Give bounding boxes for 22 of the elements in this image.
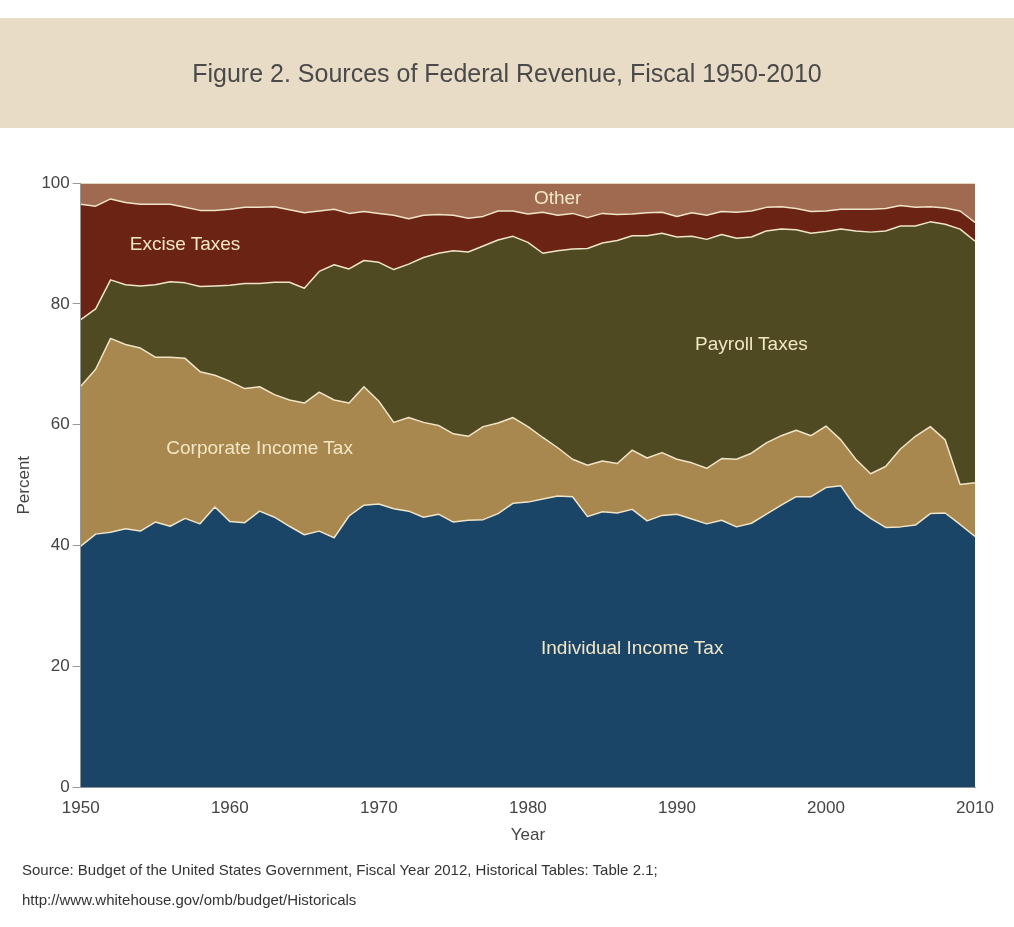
y-tick-label: 40 [50, 535, 70, 555]
series-label: Corporate Income Tax [166, 437, 354, 459]
y-tick-label: 100 [41, 172, 70, 192]
x-tick-label: 1970 [359, 798, 398, 818]
y-tick-label: 0 [60, 776, 70, 796]
x-tick-label: 1960 [210, 798, 249, 818]
x-tick-label: 1950 [61, 798, 100, 818]
x-tick-label: 2000 [807, 798, 845, 818]
series-label: Payroll Taxes [695, 333, 808, 355]
chart-title: Figure 2. Sources of Federal Revenue, Fiscal 1950-2010 [0, 18, 1014, 128]
source-note: Source: Budget of the United States Government, Fiscal Year 2012, Historical Tables: Table 2.1; http://www.whitehouse.gov/omb/budget/Historicals [22, 860, 658, 910]
x-axis-title: Year [510, 825, 546, 845]
series-label: Excise Taxes [129, 233, 241, 255]
x-tick-label: 2010 [956, 798, 994, 818]
y-tick-label: 20 [50, 656, 70, 676]
x-tick-label: 1990 [658, 798, 696, 818]
x-tick-label: 1980 [508, 798, 547, 818]
y-tick-label: 60 [50, 414, 70, 434]
y-axis-title: Percent [13, 455, 33, 515]
y-tick-label: 80 [50, 293, 70, 313]
series-label: Other [533, 187, 583, 209]
series-label: Individual Income Tax [541, 636, 724, 658]
